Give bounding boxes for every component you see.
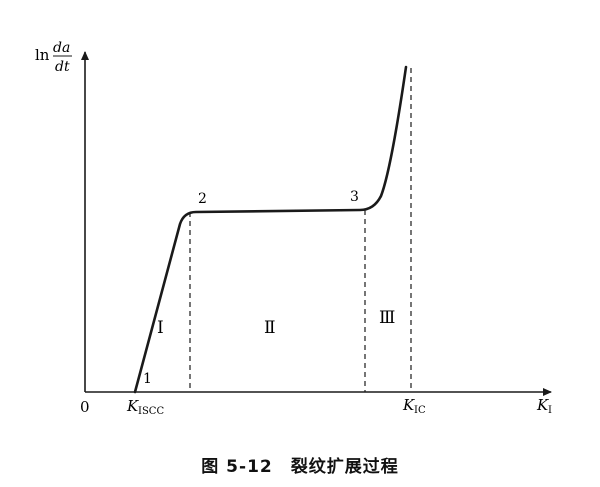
region-label-1: Ⅰ (157, 318, 164, 338)
figure-number: 图 5-12 (201, 457, 273, 477)
crack-growth-curve (133, 65, 408, 394)
svg-text:da: da (53, 40, 70, 56)
y-axis-label: ln da dt (35, 40, 72, 75)
point-label-1: 1 (143, 371, 152, 387)
figure-title: 裂纹扩展过程 (290, 457, 399, 477)
svg-text:dt: dt (55, 59, 70, 75)
origin-label: 0 (80, 398, 90, 416)
svg-text:K: K (402, 396, 415, 414)
x-axis-label: K I (536, 396, 552, 416)
figure-caption: 图 5-12 裂纹扩展过程 (0, 452, 600, 477)
kic-label: K IC (402, 396, 426, 416)
point-label-2: 2 (198, 191, 207, 207)
svg-text:K: K (126, 397, 139, 415)
region-label-3: Ⅲ (379, 308, 395, 328)
svg-text:K: K (536, 396, 549, 414)
svg-text:I: I (548, 405, 552, 416)
point-label-3: 3 (350, 189, 359, 205)
svg-text:IC: IC (414, 405, 426, 416)
kiscc-label: K ISCC (126, 397, 164, 417)
region-label-2: Ⅱ (264, 318, 276, 338)
svg-text:ln: ln (35, 46, 50, 64)
svg-text:ISCC: ISCC (138, 406, 164, 417)
